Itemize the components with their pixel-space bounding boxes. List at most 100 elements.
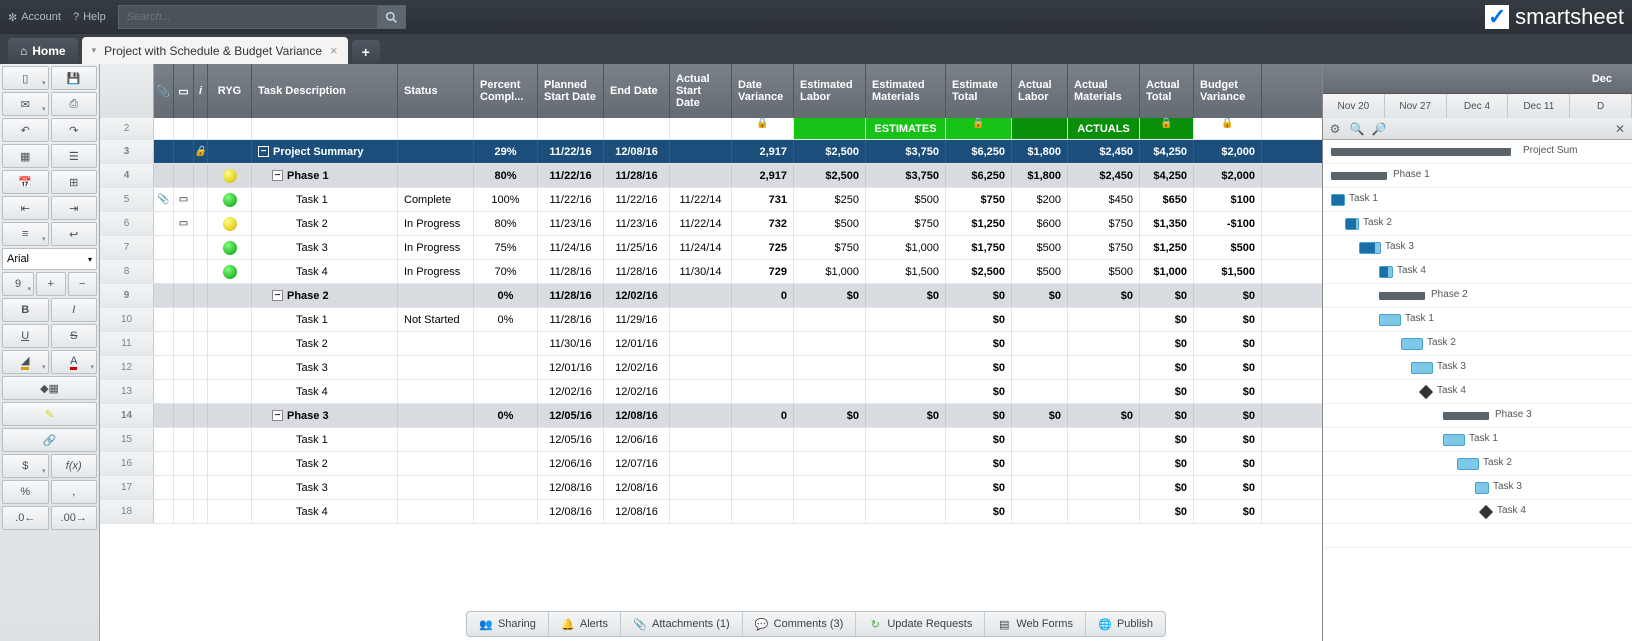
actual-materials-cell[interactable]: [1068, 380, 1140, 403]
actual-labor-cell[interactable]: $1,800: [1012, 164, 1068, 187]
gantt-bar[interactable]: [1331, 194, 1345, 206]
task-description[interactable]: −Phase 3: [252, 404, 398, 427]
status-cell[interactable]: [398, 356, 474, 379]
status-cell[interactable]: [398, 476, 474, 499]
gantt-settings-icon[interactable]: ⚙: [1327, 121, 1343, 137]
gantt-milestone[interactable]: [1479, 505, 1493, 519]
status-cell[interactable]: [398, 164, 474, 187]
font-select[interactable]: Arial▾: [2, 248, 97, 270]
end-date-cell[interactable]: 11/25/16: [604, 236, 670, 259]
sheet-tab[interactable]: ▾ Project with Schedule & Budget Varianc…: [82, 37, 348, 64]
budget-variance-cell[interactable]: $0: [1194, 404, 1262, 427]
status-cell[interactable]: In Progress: [398, 212, 474, 235]
actual-materials-cell[interactable]: $750: [1068, 212, 1140, 235]
est-total-cell[interactable]: $1,250: [946, 212, 1012, 235]
publish-button[interactable]: 🌐Publish: [1086, 612, 1165, 636]
tab-menu-icon[interactable]: ▾: [92, 45, 97, 56]
end-date-cell[interactable]: 12/02/16: [604, 380, 670, 403]
est-labor-cell[interactable]: [794, 332, 866, 355]
percent-button[interactable]: %: [2, 480, 49, 504]
actual-start-cell[interactable]: [670, 164, 732, 187]
actual-total-cell[interactable]: $0: [1140, 356, 1194, 379]
save-disk-button[interactable]: 💾: [51, 66, 98, 90]
status-cell[interactable]: [398, 404, 474, 427]
actual-materials-cell[interactable]: [1068, 452, 1140, 475]
webforms-button[interactable]: ▤Web Forms: [985, 612, 1086, 636]
planned-start-cell[interactable]: 12/08/16: [538, 500, 604, 523]
percent-cell[interactable]: 0%: [474, 308, 538, 331]
end-date-cell[interactable]: 12/08/16: [604, 404, 670, 427]
planned-start-cell[interactable]: 12/02/16: [538, 380, 604, 403]
actual-labor-cell[interactable]: [1012, 452, 1068, 475]
actual-labor-cell[interactable]: $500: [1012, 236, 1068, 259]
gantt-milestone[interactable]: [1419, 385, 1433, 399]
task-description[interactable]: Task 4: [252, 500, 398, 523]
est-total-cell[interactable]: $0: [946, 284, 1012, 307]
task-description[interactable]: Task 2: [252, 332, 398, 355]
percent-cell[interactable]: [474, 356, 538, 379]
update-requests-button[interactable]: ↻Update Requests: [856, 612, 985, 636]
gantt-bar[interactable]: [1359, 242, 1381, 254]
date-variance-cell[interactable]: [732, 428, 794, 451]
gantt-bar[interactable]: [1379, 314, 1401, 326]
end-date-cell[interactable]: 11/29/16: [604, 308, 670, 331]
collapse-toggle[interactable]: −: [272, 410, 283, 421]
planned-start-cell[interactable]: 11/30/16: [538, 332, 604, 355]
card-view-button[interactable]: ⊞: [51, 170, 98, 194]
end-date-cell[interactable]: 12/08/16: [604, 500, 670, 523]
date-variance-cell[interactable]: 725: [732, 236, 794, 259]
budget-variance-cell[interactable]: $1,500: [1194, 260, 1262, 283]
gantt-bar[interactable]: [1331, 172, 1387, 180]
percent-cell[interactable]: 70%: [474, 260, 538, 283]
percent-cell[interactable]: 0%: [474, 284, 538, 307]
grid-row[interactable]: 9 −Phase 2 0% 11/28/16 12/02/16 0 $0 $0 …: [100, 284, 1322, 308]
est-materials-cell[interactable]: $1,000: [866, 236, 946, 259]
actual-labor-cell[interactable]: [1012, 356, 1068, 379]
font-increase-button[interactable]: +: [36, 272, 66, 296]
grid-row[interactable]: 14 −Phase 3 0% 12/05/16 12/08/16 0 $0 $0…: [100, 404, 1322, 428]
col-elabor[interactable]: Estimated Labor: [794, 64, 866, 118]
actual-labor-cell[interactable]: [1012, 476, 1068, 499]
end-date-cell[interactable]: 12/02/16: [604, 356, 670, 379]
est-labor-cell[interactable]: $250: [794, 188, 866, 211]
undo-button[interactable]: ↶: [2, 118, 49, 142]
end-date-cell[interactable]: 12/06/16: [604, 428, 670, 451]
col-desc[interactable]: Task Description: [252, 64, 398, 118]
planned-start-cell[interactable]: 12/06/16: [538, 452, 604, 475]
actual-total-cell[interactable]: $0: [1140, 452, 1194, 475]
percent-cell[interactable]: [474, 428, 538, 451]
budget-variance-cell[interactable]: $0: [1194, 308, 1262, 331]
est-total-cell[interactable]: $0: [946, 452, 1012, 475]
planned-start-cell[interactable]: 11/23/16: [538, 212, 604, 235]
percent-cell[interactable]: [474, 332, 538, 355]
planned-start-cell[interactable]: 11/28/16: [538, 284, 604, 307]
est-materials-cell[interactable]: [866, 308, 946, 331]
planned-start-cell[interactable]: 12/05/16: [538, 404, 604, 427]
task-description[interactable]: Task 4: [252, 260, 398, 283]
task-description[interactable]: Task 1: [252, 428, 398, 451]
task-description[interactable]: −Phase 2: [252, 284, 398, 307]
gantt-bar[interactable]: [1443, 434, 1465, 446]
planned-start-cell[interactable]: 11/28/16: [538, 308, 604, 331]
fill-color-button[interactable]: ◢▾: [2, 350, 49, 374]
bold-button[interactable]: B: [2, 298, 49, 322]
planned-start-cell[interactable]: 11/22/16: [538, 188, 604, 211]
est-materials-cell[interactable]: $0: [866, 284, 946, 307]
grid-row[interactable]: 11 Task 2 11/30/16 12/01/16 $0 $0 $0: [100, 332, 1322, 356]
grid-view-button[interactable]: ▦: [2, 144, 49, 168]
planned-start-cell[interactable]: 11/22/16: [538, 140, 604, 163]
collapse-toggle[interactable]: −: [272, 290, 283, 301]
task-description[interactable]: Task 4: [252, 380, 398, 403]
col-etot[interactable]: Estimate Total: [946, 64, 1012, 118]
gantt-bar[interactable]: [1475, 482, 1489, 494]
date-variance-cell[interactable]: [732, 308, 794, 331]
print-button[interactable]: ⎙: [51, 92, 98, 116]
percent-cell[interactable]: [474, 452, 538, 475]
budget-variance-cell[interactable]: $0: [1194, 332, 1262, 355]
actual-materials-cell[interactable]: [1068, 332, 1140, 355]
col-astart[interactable]: Actual Start Date: [670, 64, 732, 118]
search-input[interactable]: [118, 5, 378, 29]
end-date-cell[interactable]: 12/02/16: [604, 284, 670, 307]
search-button[interactable]: [378, 5, 406, 29]
planned-start-cell[interactable]: 11/24/16: [538, 236, 604, 259]
